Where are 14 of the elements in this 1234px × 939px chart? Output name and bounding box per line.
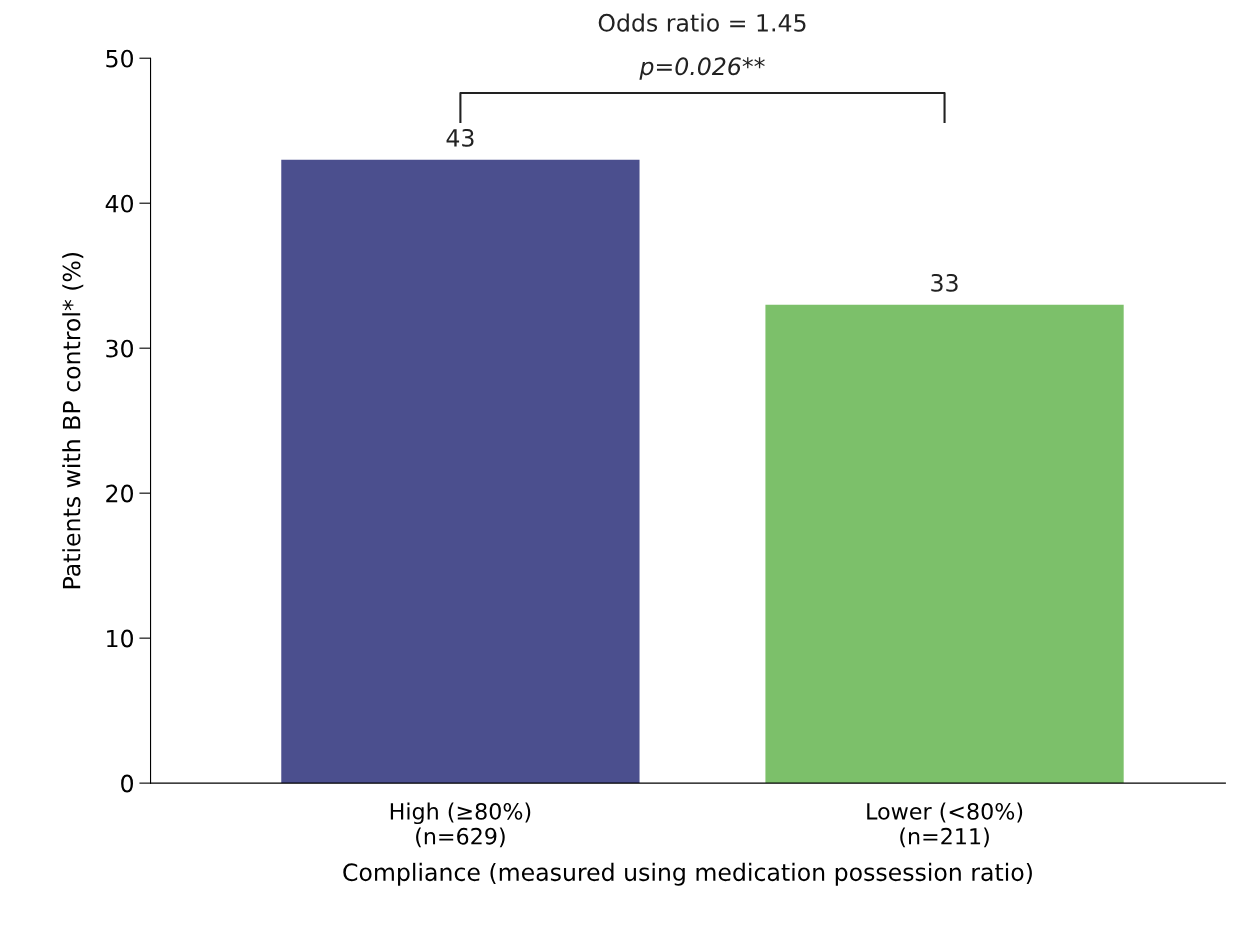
y-tick-label: 30: [106, 339, 134, 358]
y-tick-label: 0: [121, 774, 134, 793]
x-axis-title: Compliance (measured using medication possession ratio): [343, 862, 1032, 886]
y-axis-title: Patients with BP control* (%): [62, 252, 84, 589]
text: Odds ratio = 1.45: [598, 13, 806, 32]
y-tick-label: 40: [105, 194, 134, 213]
data-label: 43: [446, 128, 474, 147]
y-tick-label: 20: [106, 484, 134, 503]
x-tick-label: Lower (<80%) (n=211): [867, 802, 1023, 848]
x-tick-label: High (≥80%) (n=629): [390, 802, 531, 848]
annotation: p=0.026**: [639, 57, 765, 80]
data-label: 33: [931, 273, 958, 292]
y-tick-label: 10: [107, 629, 134, 648]
y-tick-label: 50: [106, 49, 134, 68]
